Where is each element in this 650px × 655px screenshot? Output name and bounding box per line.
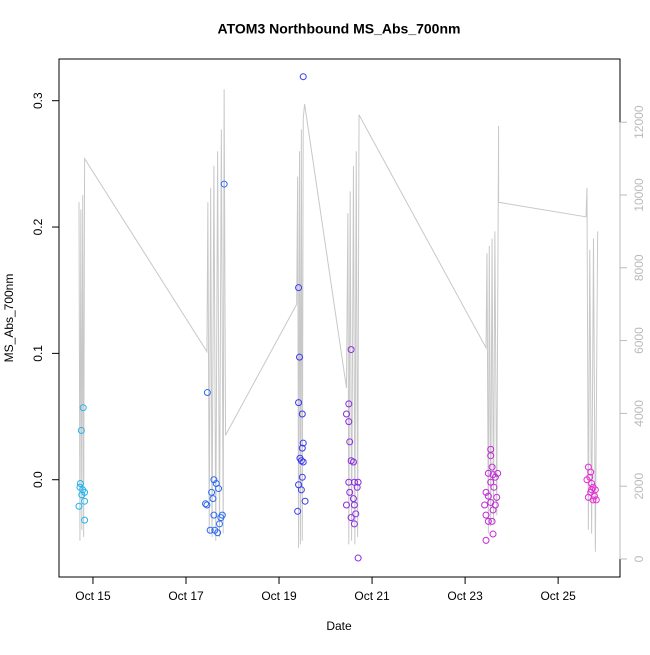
data-point [75, 502, 83, 510]
data-point [298, 444, 306, 452]
data-point [342, 501, 350, 509]
x-tick-label: Oct 21 [354, 589, 390, 603]
y-tick-label: 0.3 [31, 92, 45, 109]
data-point [218, 511, 226, 519]
data-point [586, 473, 594, 481]
data-point [590, 492, 598, 500]
y2-tick-label: 0 [632, 555, 646, 562]
data-point [345, 400, 353, 408]
data-point [487, 452, 495, 460]
data-point [297, 457, 305, 465]
data-point [349, 458, 357, 466]
data-point [488, 463, 496, 471]
data-point [350, 520, 358, 528]
data-point [215, 520, 223, 528]
y-tick-label: 0.2 [31, 218, 45, 235]
y2-tick-label: 10000 [632, 178, 646, 212]
data-point [491, 501, 499, 509]
data-point [354, 554, 362, 562]
data-point [202, 500, 210, 508]
data-point [484, 469, 492, 477]
data-point [79, 404, 87, 412]
data-point [299, 73, 307, 81]
data-point [220, 180, 228, 188]
data-point [210, 511, 218, 519]
data-point [490, 483, 498, 491]
data-point [484, 517, 492, 525]
data-point [489, 530, 497, 538]
data-point [493, 493, 501, 501]
x-tick-label: Oct 25 [540, 589, 576, 603]
x-tick-label: Oct 19 [261, 589, 297, 603]
data-point [295, 399, 303, 407]
data-point [294, 507, 302, 515]
data-point [482, 511, 490, 519]
data-point [210, 476, 218, 484]
data-point [484, 492, 492, 500]
data-point [353, 483, 361, 491]
data-point [346, 438, 354, 446]
data-point [346, 488, 354, 496]
data-point [214, 529, 222, 537]
data-point [482, 488, 490, 496]
data-point [208, 488, 216, 496]
data-point [481, 501, 489, 509]
x-tick-label: Oct 17 [168, 589, 204, 603]
data-point [345, 418, 353, 426]
data-point [592, 496, 600, 504]
x-tick-label: Oct 23 [447, 589, 483, 603]
data-point [589, 496, 597, 504]
y-tick-label: 0.1 [31, 345, 45, 362]
data-point [588, 486, 596, 494]
data-point [298, 473, 306, 481]
y-axis-label: MS_Abs_700nm [2, 274, 16, 363]
data-point [78, 491, 86, 499]
data-point [494, 469, 502, 477]
data-point [81, 516, 89, 524]
data-point [299, 439, 307, 447]
data-point [352, 510, 360, 518]
altitude-line [78, 89, 599, 552]
y2-tick-label: 12000 [632, 105, 646, 139]
data-point [299, 458, 307, 466]
data-point [347, 346, 355, 354]
data-point [587, 468, 595, 476]
y2-tick-label: 6000 [632, 327, 646, 354]
data-point [354, 478, 362, 486]
data-point [298, 410, 306, 418]
data-point [81, 497, 89, 505]
y2-tick-label: 4000 [632, 400, 646, 427]
x-axis-label: Date [326, 619, 352, 633]
data-point [76, 480, 84, 488]
data-point [203, 389, 211, 397]
data-point [482, 536, 490, 544]
data-point [209, 495, 217, 503]
data-point [350, 501, 358, 509]
data-point [297, 486, 305, 494]
y2-tick-label: 8000 [632, 254, 646, 281]
data-point [215, 485, 223, 493]
y-tick-label: 0.0 [31, 471, 45, 488]
data-point [347, 514, 355, 522]
data-point [295, 284, 303, 292]
data-point [206, 526, 214, 534]
data-point [342, 410, 350, 418]
data-point [487, 478, 495, 486]
chart-title: ATOM3 Northbound MS_Abs_700nm [218, 21, 461, 37]
data-point [491, 473, 499, 481]
data-point [488, 517, 496, 525]
x-tick-label: Oct 15 [75, 589, 111, 603]
data-point [77, 426, 85, 434]
y2-tick-label: 2000 [632, 473, 646, 500]
data-point [203, 501, 211, 509]
data-point [295, 353, 303, 361]
data-point [301, 497, 309, 505]
